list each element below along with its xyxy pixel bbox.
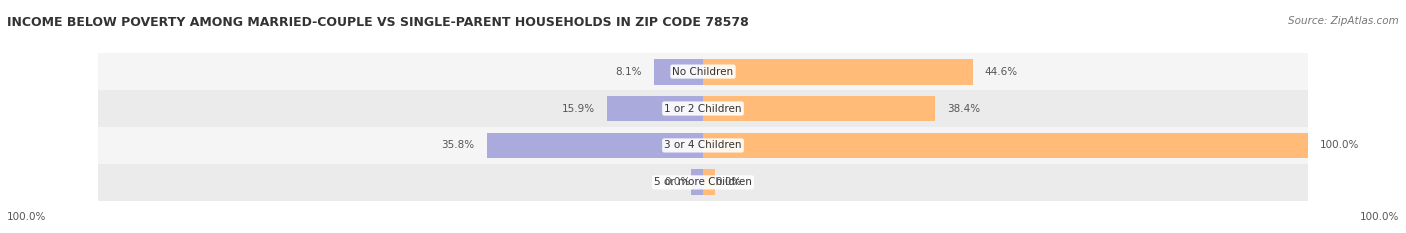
Text: 100.0%: 100.0% bbox=[1320, 140, 1360, 151]
Text: No Children: No Children bbox=[672, 67, 734, 77]
Text: 0.0%: 0.0% bbox=[665, 177, 690, 187]
Text: 100.0%: 100.0% bbox=[1360, 212, 1399, 222]
Text: 0.0%: 0.0% bbox=[716, 177, 741, 187]
Text: 100.0%: 100.0% bbox=[7, 212, 46, 222]
Text: INCOME BELOW POVERTY AMONG MARRIED-COUPLE VS SINGLE-PARENT HOUSEHOLDS IN ZIP COD: INCOME BELOW POVERTY AMONG MARRIED-COUPL… bbox=[7, 16, 749, 29]
Bar bbox=[703, 169, 716, 195]
Bar bbox=[703, 96, 935, 121]
Text: 1 or 2 Children: 1 or 2 Children bbox=[664, 103, 742, 113]
Bar bbox=[98, 164, 1308, 201]
Bar bbox=[607, 96, 703, 121]
Bar bbox=[98, 53, 1308, 90]
Text: Source: ZipAtlas.com: Source: ZipAtlas.com bbox=[1288, 16, 1399, 26]
Text: 5 or more Children: 5 or more Children bbox=[654, 177, 752, 187]
Bar bbox=[703, 133, 1308, 158]
Bar bbox=[703, 59, 973, 85]
Text: 15.9%: 15.9% bbox=[561, 103, 595, 113]
Text: 3 or 4 Children: 3 or 4 Children bbox=[664, 140, 742, 151]
Text: 35.8%: 35.8% bbox=[441, 140, 474, 151]
Text: 44.6%: 44.6% bbox=[984, 67, 1018, 77]
Bar bbox=[98, 90, 1308, 127]
Bar bbox=[654, 59, 703, 85]
Text: 8.1%: 8.1% bbox=[616, 67, 643, 77]
Bar bbox=[690, 169, 703, 195]
Text: 38.4%: 38.4% bbox=[948, 103, 980, 113]
Bar bbox=[98, 127, 1308, 164]
Bar bbox=[486, 133, 703, 158]
